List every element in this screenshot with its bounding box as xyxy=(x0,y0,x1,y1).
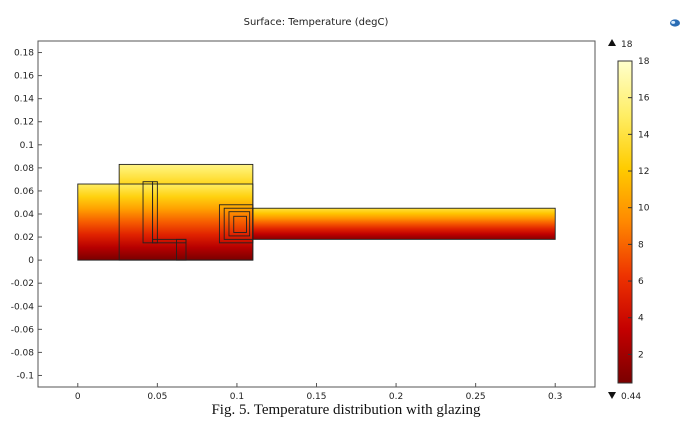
colorbar-tick-label: 16 xyxy=(638,94,650,104)
y-tick-label: -0.1 xyxy=(16,371,34,381)
y-tick-label: -0.04 xyxy=(11,302,35,312)
colorbar-tick-label: 6 xyxy=(638,277,644,287)
geometry-outline xyxy=(176,238,187,261)
colorbar-max-label: 18 xyxy=(621,40,633,50)
x-tick-label: 0.1 xyxy=(230,392,244,400)
min-arrow-icon xyxy=(608,392,616,399)
geometry-outline xyxy=(228,211,251,237)
heatmap-domain xyxy=(119,164,253,185)
y-axis: 0.18 0.16 0.14 0.12 0.1 0.08 0.06 0.04 0.02 0 -0.0… xyxy=(11,49,42,381)
x-tick-label: 0 xyxy=(75,392,81,400)
y-tick-label: 0.14 xyxy=(14,95,34,105)
corner-icon[interactable] xyxy=(670,19,680,27)
figure-caption: Fig. 5. Temperature distribution with gl… xyxy=(211,402,481,418)
colorbar-gradient xyxy=(617,60,633,384)
x-tick-label: 0.05 xyxy=(147,392,167,400)
colorbar-tick-label: 12 xyxy=(638,167,649,177)
y-tick-label: 0.08 xyxy=(14,164,34,174)
y-tick-label: 0.18 xyxy=(14,49,34,59)
colorbar-tick-label: 2 xyxy=(638,350,644,360)
y-tick-label: 0.06 xyxy=(14,187,34,197)
colorbar-tick-label: 14 xyxy=(638,130,650,140)
y-tick-label: 0.02 xyxy=(14,233,34,243)
geometry-outlines xyxy=(77,163,556,261)
x-tick-label: 0.25 xyxy=(466,392,486,400)
x-axis: 0 0.05 0.1 0.15 0.2 0.25 0.3 xyxy=(75,383,562,400)
y-tick-label: 0 xyxy=(28,256,34,266)
colorbar-ticks: 18 16 14 12 10 8 6 4 2 xyxy=(628,57,650,360)
geometry-outline xyxy=(252,207,556,240)
colorbar-tick-label: 10 xyxy=(638,204,650,214)
y-tick-label: 0.04 xyxy=(14,210,34,220)
x-tick-label: 0.2 xyxy=(389,392,403,400)
colorbar-tick-label: 8 xyxy=(638,240,644,250)
y-tick-label: -0.08 xyxy=(11,348,35,358)
geometry-outline xyxy=(233,215,247,233)
colorbar: 18 18 16 14 12 10 8 6 4 2 0.44 xyxy=(608,39,650,400)
heatmap-domains xyxy=(77,164,556,261)
y-tick-label: 0.12 xyxy=(14,118,34,128)
y-tick-label: 0.1 xyxy=(20,141,34,151)
heatmap-domain xyxy=(252,208,556,240)
y-tick-label: 0.16 xyxy=(14,72,34,82)
x-tick-label: 0.3 xyxy=(548,392,562,400)
temperature-plot: Surface: Temperature (degC) 0 0.05 0.1 0.15… xyxy=(11,17,680,400)
heatmap-domain xyxy=(77,184,253,261)
max-arrow-icon xyxy=(608,39,616,46)
colorbar-tick-label: 4 xyxy=(638,314,644,324)
y-tick-label: -0.06 xyxy=(11,325,35,335)
y-tick-label: -0.02 xyxy=(11,279,34,289)
x-tick-label: 0.15 xyxy=(306,392,326,400)
chart-title: Surface: Temperature (degC) xyxy=(244,17,389,28)
colorbar-tick-label: 18 xyxy=(638,57,650,67)
colorbar-min-label: 0.44 xyxy=(621,392,641,400)
